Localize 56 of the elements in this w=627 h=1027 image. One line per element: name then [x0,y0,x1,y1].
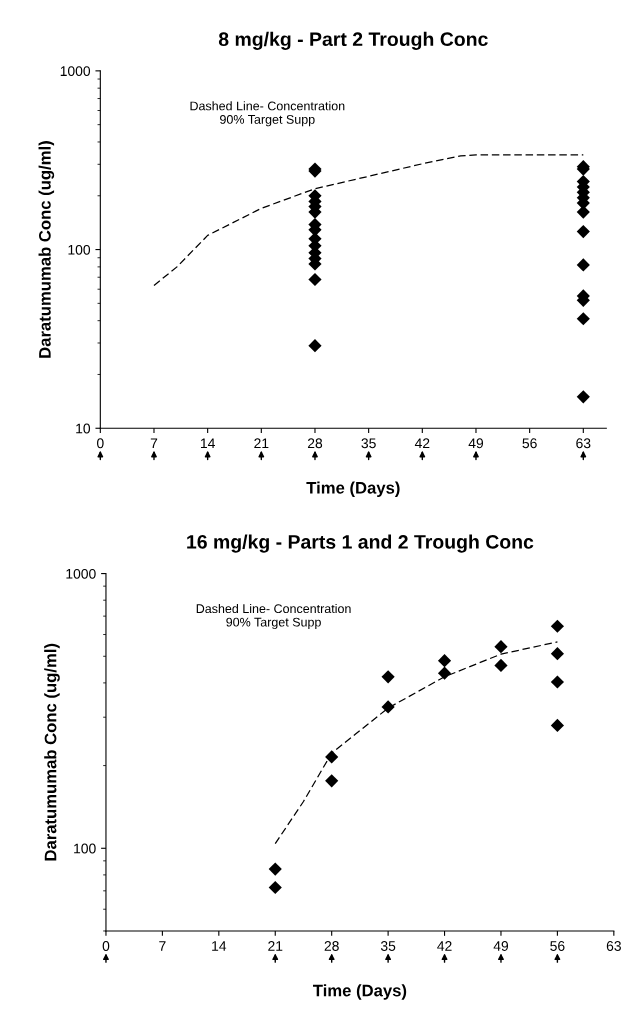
x-tick-label: 7 [159,941,166,951]
x-tick-label: 0 [102,941,110,951]
point [308,272,322,287]
x-tick-label: 7 [150,438,158,449]
x-tick-label: 14 [200,438,215,449]
annotation: Dashed Line- Concentration 90% Target Supp [190,101,345,127]
y-axis-title: Daratumumab Conc (ug/ml) [38,141,55,358]
y-tick-label: 1000 [60,66,91,77]
y-tick-label: 1000 [66,568,96,579]
point [550,619,564,633]
point [437,666,452,680]
point [494,640,508,654]
point [381,670,395,684]
point [576,225,590,239]
point [325,774,339,788]
x-tick-label: 35 [380,941,396,951]
x-axis-title: Time (Days) [313,984,407,1000]
x-tick-label: 42 [437,941,452,951]
point [550,647,564,661]
y-axis-title: Daratumumab Conc (ug/ml) [44,643,60,861]
y-tick-label: 100 [68,244,91,255]
chart-title: 8 mg/kg - Part 2 Trough Conc [218,31,488,50]
x-axis-title: Time (Days) [306,481,400,498]
point [550,675,564,689]
x-tick-label: 21 [254,438,269,449]
line-series [274,641,559,845]
x-tick-label: 56 [522,438,537,449]
point [576,390,590,404]
point [494,658,508,673]
point [268,880,282,895]
x-tick-label: 28 [324,941,339,951]
point [576,312,590,326]
point [268,862,282,876]
point [325,750,339,764]
x-tick-label: 14 [212,941,227,951]
point [550,718,564,733]
x-tick-label: 63 [606,941,621,951]
x-tick-label: 0 [97,438,104,449]
x-tick-label: 42 [414,438,430,449]
point [381,700,395,714]
line-series [153,154,584,287]
annotation: Dashed Line- Concentration 90% Target Supp [196,603,351,630]
x-tick-label: 56 [550,941,565,951]
x-tick-label: 63 [576,438,591,449]
x-tick-label: 35 [361,438,376,449]
x-tick-label: 49 [468,438,484,449]
x-tick-label: 21 [268,941,283,951]
point [576,205,590,219]
point [308,339,322,353]
x-tick-label: 49 [493,941,509,951]
y-tick-label: 100 [74,843,96,854]
x-tick-label: 28 [307,438,323,449]
chart-title: 16 mg/kg - Parts 1 and 2 Trough Conc [187,534,534,553]
y-tick-label: 10 [76,423,91,434]
point [437,654,452,668]
point [576,258,590,272]
